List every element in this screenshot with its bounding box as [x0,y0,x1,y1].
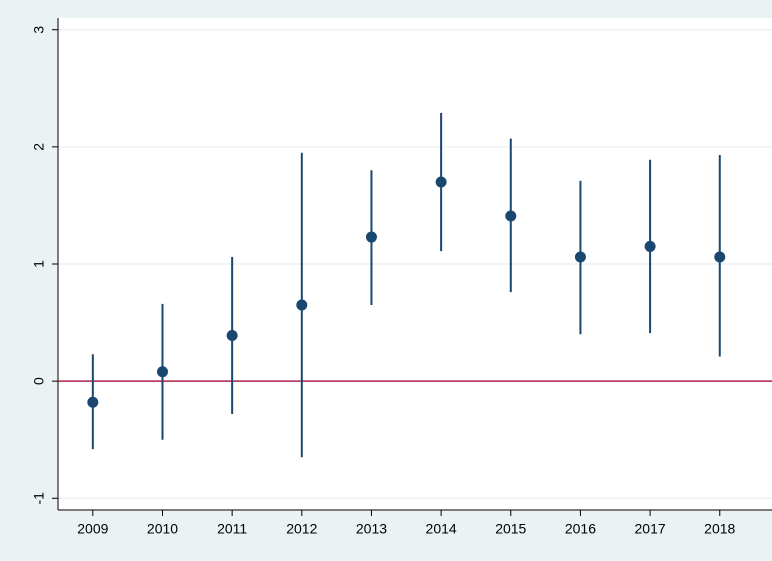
point [296,299,308,311]
x-tick-label: 2010 [147,521,178,537]
y-tick-label: 0 [31,377,47,385]
point [714,251,726,263]
x-tick-label: 2012 [286,521,317,537]
x-tick-label: 2009 [77,521,108,537]
point [87,396,99,408]
x-tick-label: 2013 [356,521,387,537]
y-tick-label: 3 [31,26,47,34]
y-tick-label: -1 [31,492,47,505]
x-tick-label: 2018 [704,521,735,537]
point [156,366,168,378]
point [505,210,517,222]
point [435,176,447,188]
x-tick-label: 2015 [495,521,526,537]
point [644,240,656,252]
point [574,251,586,263]
x-tick-label: 2014 [426,521,457,537]
point [365,231,377,243]
point [226,329,238,341]
y-tick-label: 2 [31,143,47,151]
x-tick-label: 2016 [565,521,596,537]
x-tick-label: 2017 [635,521,666,537]
x-tick-label: 2011 [217,521,247,537]
y-tick-label: 1 [31,260,47,268]
